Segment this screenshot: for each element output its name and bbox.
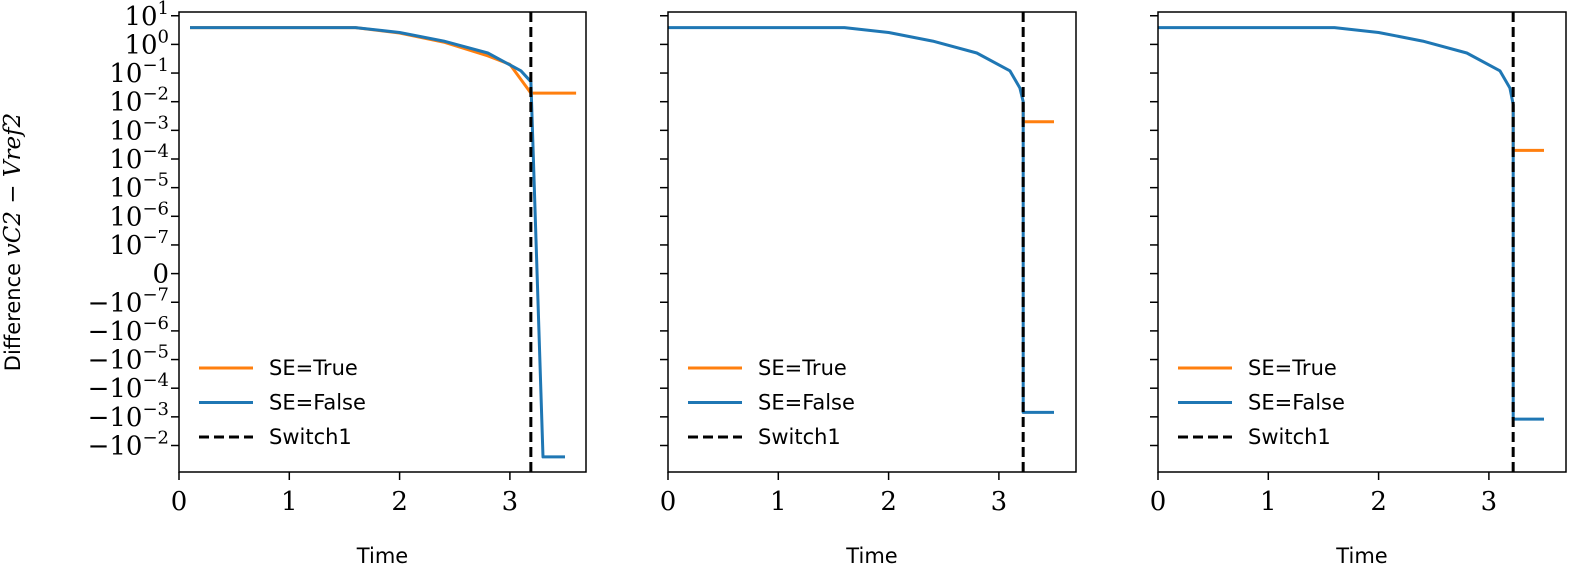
- plot-frame: [178, 11, 587, 473]
- series-line-se-false: [190, 26, 565, 459]
- y-tick-label: −10−6: [88, 313, 169, 347]
- x-tick-label: 2: [1370, 487, 1387, 517]
- x-tick-label: 3: [502, 487, 519, 517]
- x-tick-label: 0: [171, 487, 188, 517]
- y-tick-label: −10−2: [88, 428, 169, 462]
- series-line-se-false: [1158, 26, 1544, 421]
- x-tick-label: 3: [1481, 487, 1498, 517]
- y-tick-label: 10−1: [109, 55, 169, 89]
- plot-frame: [1157, 11, 1567, 473]
- legend-label: Switch1: [758, 425, 841, 449]
- y-tick-label: 10−5: [109, 170, 169, 204]
- legend-label: SE=True: [1248, 356, 1337, 380]
- series-line-se-false: [668, 26, 1054, 414]
- chart-panel-2: 0 1 2 3 Time SE=True SE=False Switch1: [660, 11, 1077, 568]
- legend: SE=True SE=False Switch1: [688, 356, 855, 449]
- y-tick-label: 10−3: [109, 112, 169, 146]
- legend-label: SE=False: [269, 391, 366, 415]
- legend: SE=True SE=False Switch1: [1178, 356, 1345, 449]
- series-line-se-true: [1021, 101, 1054, 124]
- legend-label: SE=True: [758, 356, 847, 380]
- y-tick-label: 10−6: [109, 198, 169, 232]
- x-axis-label: Time: [845, 544, 897, 568]
- chart-panel-3: 0 1 2 3 Time SE=True SE=False Switch1: [1150, 11, 1567, 568]
- plot-frame: [667, 11, 1077, 473]
- y-tick-label: −10−5: [88, 342, 169, 376]
- series-line-se-true: [1511, 104, 1544, 152]
- x-tick-label: 1: [1260, 487, 1277, 517]
- chart-panel-1: 0 1 2 310110010−110−210−310−410−510−610−70−…: [0, 0, 587, 568]
- y-tick-label: 10−7: [109, 227, 169, 261]
- y-tick-label: 100: [124, 26, 169, 60]
- x-tick-label: 2: [880, 487, 897, 517]
- legend-label: SE=False: [758, 391, 855, 415]
- x-axis-label: Time: [1335, 544, 1387, 568]
- y-tick-label: −10−7: [88, 284, 169, 318]
- y-tick-label: −10−3: [88, 399, 169, 433]
- legend-label: SE=True: [269, 356, 358, 380]
- y-tick-label: 10−4: [109, 141, 169, 175]
- y-tick-label: 0: [152, 260, 169, 290]
- legend-label: Switch1: [1248, 425, 1331, 449]
- x-tick-label: 0: [1150, 487, 1167, 517]
- x-axis-label: Time: [356, 544, 408, 568]
- series-line-se-true: [190, 26, 577, 95]
- y-tick-label: −10−4: [88, 370, 169, 404]
- legend-label: SE=False: [1248, 391, 1345, 415]
- y-tick-label: 101: [124, 0, 169, 32]
- x-tick-label: 2: [391, 487, 408, 517]
- y-tick-label: 10−2: [109, 84, 169, 118]
- y-axis-label: Difference vC2 − Vref2: [0, 113, 26, 371]
- legend: SE=True SE=False Switch1: [199, 356, 366, 449]
- x-tick-label: 1: [770, 487, 787, 517]
- x-tick-label: 0: [660, 487, 677, 517]
- x-tick-label: 3: [991, 487, 1008, 517]
- legend-label: Switch1: [269, 425, 352, 449]
- x-tick-label: 1: [281, 487, 298, 517]
